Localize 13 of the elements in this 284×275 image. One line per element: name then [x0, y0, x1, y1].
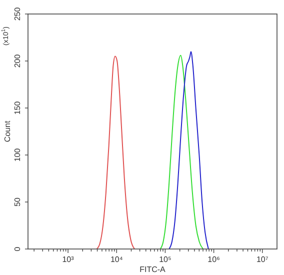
y-tick-label: 100	[13, 148, 22, 162]
x-tick-label: 10⁶	[208, 255, 220, 264]
x-tick-label: 10⁴	[110, 255, 124, 264]
y-tick-label: 250	[13, 6, 22, 21]
y-axis-title: Count	[3, 120, 12, 142]
x-tick-label: 10⁵	[159, 255, 172, 264]
x-tick-label: 10⁷	[256, 255, 268, 264]
y-tick-label: 200	[13, 54, 22, 68]
y-tick-label: 0	[13, 246, 22, 252]
y-tick-label: 50	[13, 197, 22, 206]
x-axis-title: FITC-A	[140, 265, 166, 274]
y-tick-label: 150	[13, 100, 22, 115]
x-tick-label: 10³	[62, 255, 74, 264]
